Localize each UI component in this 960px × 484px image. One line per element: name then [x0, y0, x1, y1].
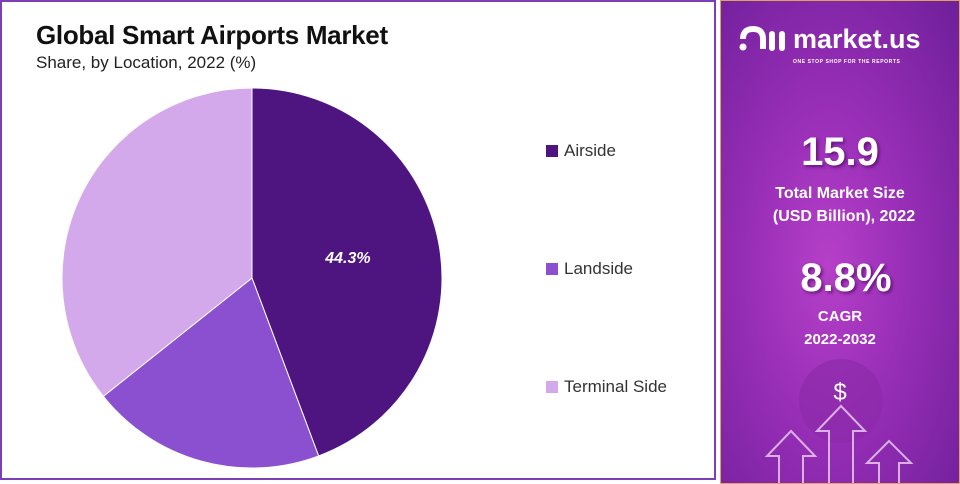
legend-swatch	[546, 145, 558, 157]
data-label: 44.3%	[324, 250, 370, 267]
chart-subtitle: Share, by Location, 2022 (%)	[36, 53, 257, 72]
legend-item: Airside	[546, 141, 616, 161]
cagr-period: 2022-2032	[804, 331, 876, 348]
summary-panel: market.us ONE STOP SHOP FOR THE REPORTS …	[720, 0, 960, 484]
market-us-logo-icon	[739, 25, 785, 51]
legend-swatch	[546, 381, 558, 393]
market-size-unit: (USD Billion), 2022	[772, 208, 916, 225]
dollar-icon: $	[833, 379, 847, 406]
pie-slice-terminal-side	[61, 87, 253, 398]
cagr-value: 8.8%	[800, 256, 892, 300]
pie-chart: 44.3%	[61, 87, 443, 469]
cagr-label: CAGR	[817, 308, 863, 325]
pie-slice-airside	[251, 87, 443, 457]
legend-label: Landside	[564, 259, 634, 278]
legend-label: Terminal Side	[564, 377, 667, 396]
brand-name: market.us	[793, 24, 921, 54]
chart-title: Global Smart Airports Market	[36, 20, 388, 50]
legend-item: Terminal Side	[546, 377, 667, 397]
brand-tagline: ONE STOP SHOP FOR THE REPORTS	[793, 59, 901, 65]
legend-label: Airside	[564, 141, 616, 160]
background-arrows	[764, 359, 914, 483]
brand-logo: market.us	[739, 23, 921, 55]
legend-item: Landside	[546, 259, 633, 279]
pie-slice-landside	[102, 277, 320, 469]
market-size-label: Total Market Size	[775, 185, 905, 202]
legend-swatch	[546, 263, 558, 275]
market-size-value: 15.9	[801, 130, 879, 174]
